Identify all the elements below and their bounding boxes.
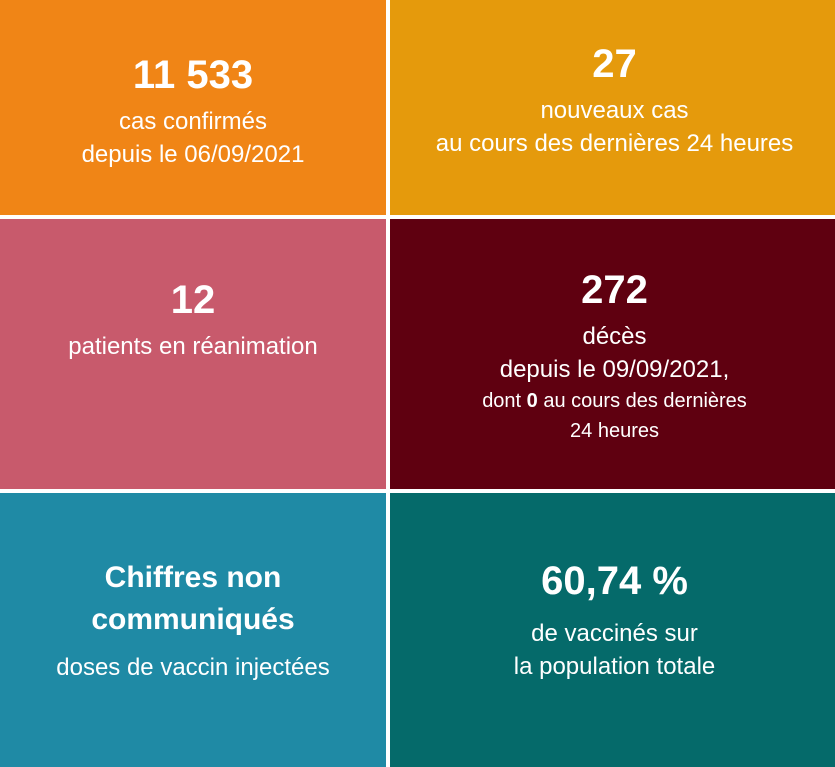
doses-title-line2: communiqués — [91, 602, 295, 636]
tile-vaccine-doses: Chiffres non communiqués doses de vaccin… — [0, 493, 386, 767]
tile-icu-patients: 12 patients en réanimation — [0, 219, 386, 489]
new-cases-value: 27 — [592, 41, 637, 86]
doses-label: doses de vaccin injectées — [56, 653, 330, 681]
confirmed-cases-label: cas confirmés — [118, 107, 268, 135]
deaths-recent-count: 0 — [526, 390, 538, 412]
new-cases-label: nouveaux cas — [540, 96, 689, 124]
deaths-recent-suffix: au cours des dernières — [537, 390, 747, 412]
icu-patients-label: patients en réanimation — [68, 332, 318, 360]
deaths-recent-prefix: dont — [482, 390, 527, 412]
deaths-value: 272 — [581, 268, 648, 312]
vaccinated-value: 60,74 % — [541, 559, 688, 603]
deaths-recent-line: dont 0 au cours des dernières — [482, 386, 747, 416]
confirmed-cases-since: depuis le 06/09/2021 — [81, 140, 305, 168]
tile-confirmed-cases: 11 533 cas confirmés depuis le 06/09/202… — [0, 0, 386, 215]
confirmed-cases-value: 11 533 — [132, 52, 254, 97]
deaths-recent-period: 24 heures — [570, 420, 659, 442]
vaccinated-label: de vaccinés sur — [531, 620, 698, 647]
icu-patients-value: 12 — [170, 277, 216, 322]
doses-title-line1: Chiffres non — [104, 560, 282, 594]
new-cases-period: au cours des dernières 24 heures — [435, 129, 794, 157]
tile-new-cases: 27 nouveaux cas au cours des dernières 2… — [390, 0, 835, 215]
vaccinated-population: la population totale — [513, 653, 716, 680]
tile-vaccinated-share: 60,74 % de vaccinés sur la population to… — [390, 493, 835, 767]
deaths-since: depuis le 09/09/2021, — [499, 356, 730, 383]
deaths-label: décès — [582, 323, 647, 350]
tile-deaths: 272 décès depuis le 09/09/2021, dont 0 a… — [390, 219, 835, 489]
